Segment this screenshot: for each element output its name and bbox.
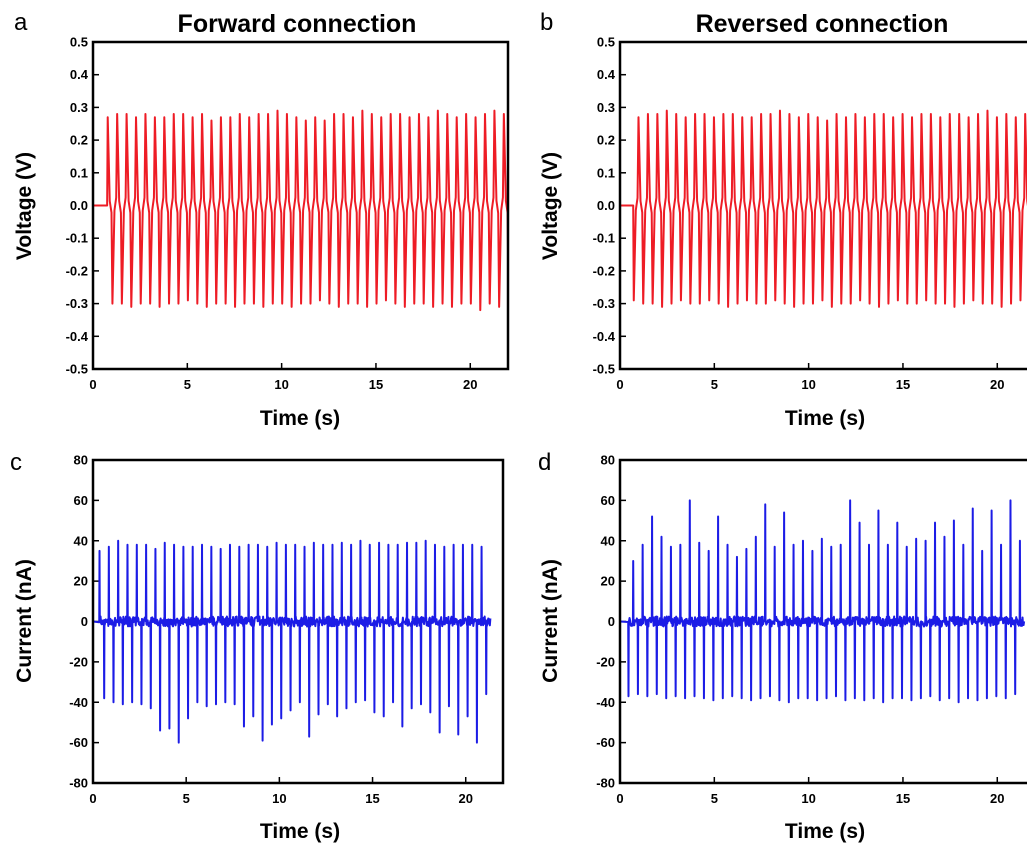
y-tick-label: -40 [596,695,615,710]
x-tick-label: 10 [801,377,815,392]
data-trace [93,539,492,744]
plot-frame [618,40,1027,371]
panel-c: c Time (s) Current (nA) 0 5 10 15 20 -80 -60 -4… [10,449,505,843]
y-tick-label: 40 [601,533,615,548]
x-tick-label: 10 [274,377,288,392]
x-tick-label: 20 [463,377,477,392]
y-tick-label: 0.5 [597,35,615,50]
x-tick-label: 0 [616,377,623,392]
y-tick-label: 0 [608,614,615,629]
panel-b: b Reversed connection Time (s) Voltage (… [539,9,1027,430]
panel-label-c: c [10,449,22,476]
y-tick-label: 80 [74,453,88,468]
plot-frame [618,458,1027,785]
y-axis-label: Voltage (V) [13,152,36,260]
y-tick-label: -0.2 [593,263,615,278]
y-tick-label: 20 [601,574,615,589]
y-tick-label: 0.2 [70,133,88,148]
x-tick-label: 5 [184,377,191,392]
y-tick-label: 40 [74,533,88,548]
y-tick-label: 0.1 [70,165,88,180]
y-tick-label: -20 [69,654,88,669]
data-trace [620,499,1026,704]
y-tick-label: 0.0 [70,198,88,213]
panel-title: Forward connection [178,10,417,38]
x-tick-label: 5 [183,791,190,806]
y-tick-label: -0.1 [66,231,88,246]
y-tick-label: -20 [596,654,615,669]
panel-label-d: d [538,449,551,476]
y-tick-label: 80 [601,453,615,468]
y-tick-label: 0.1 [597,165,615,180]
panel-title: Reversed connection [696,10,949,38]
y-tick-label: -0.1 [593,231,615,246]
x-tick-label: 10 [272,791,286,806]
y-tick-label: 0.3 [597,100,615,115]
y-tick-label: -80 [69,776,88,791]
y-tick-label: -40 [69,695,88,710]
x-tick-label: 15 [369,377,383,392]
x-tick-label: 15 [896,377,910,392]
data-trace [93,109,508,312]
data-trace [620,109,1027,308]
x-tick-label: 20 [990,791,1004,806]
x-tick-label: 15 [365,791,379,806]
x-tick-label: 10 [801,791,815,806]
y-tick-label: 0 [81,614,88,629]
y-tick-label: -0.4 [593,329,616,344]
x-axis-label: Time (s) [785,820,865,843]
x-tick-label: 20 [458,791,472,806]
y-tick-label: 60 [74,493,88,508]
panel-label-b: b [540,9,553,36]
x-tick-label: 0 [89,791,96,806]
y-tick-label: 0.5 [70,35,88,50]
panel-label-a: a [14,9,28,36]
x-tick-label: 5 [711,377,718,392]
y-tick-label: -60 [596,735,615,750]
x-tick-label: 15 [896,791,910,806]
y-tick-label: 20 [74,574,88,589]
y-tick-label: 60 [601,493,615,508]
y-tick-label: -0.4 [66,329,89,344]
y-tick-label: 0.4 [70,67,89,82]
x-axis-label: Time (s) [785,407,865,430]
y-tick-label: -0.2 [66,263,88,278]
y-tick-label: -0.3 [593,296,615,311]
y-tick-label: -0.5 [66,362,88,377]
panel-d: d Time (s) Current (nA) 0 5 10 15 20 -80 -60 -4… [538,449,1027,843]
y-tick-label: -0.5 [593,362,615,377]
x-tick-label: 20 [990,377,1004,392]
x-tick-label: 0 [616,791,623,806]
y-tick-label: -80 [596,776,615,791]
panel-a: a Forward connection Time (s) Voltage (V… [13,9,510,430]
y-axis-label: Current (nA) [13,559,36,683]
x-axis-label: Time (s) [260,820,340,843]
y-tick-label: 0.0 [597,198,615,213]
y-tick-label: -60 [69,735,88,750]
y-tick-label: 0.4 [597,67,616,82]
x-tick-label: 0 [89,377,96,392]
y-axis-label: Voltage (V) [539,152,562,260]
plot-frame [91,458,505,785]
y-axis-label: Current (nA) [539,559,562,683]
y-tick-label: 0.3 [70,100,88,115]
y-tick-label: 0.2 [597,133,615,148]
y-tick-label: -0.3 [66,296,88,311]
x-tick-label: 5 [711,791,718,806]
x-axis-label: Time (s) [260,407,340,430]
plot-frame [91,40,510,371]
